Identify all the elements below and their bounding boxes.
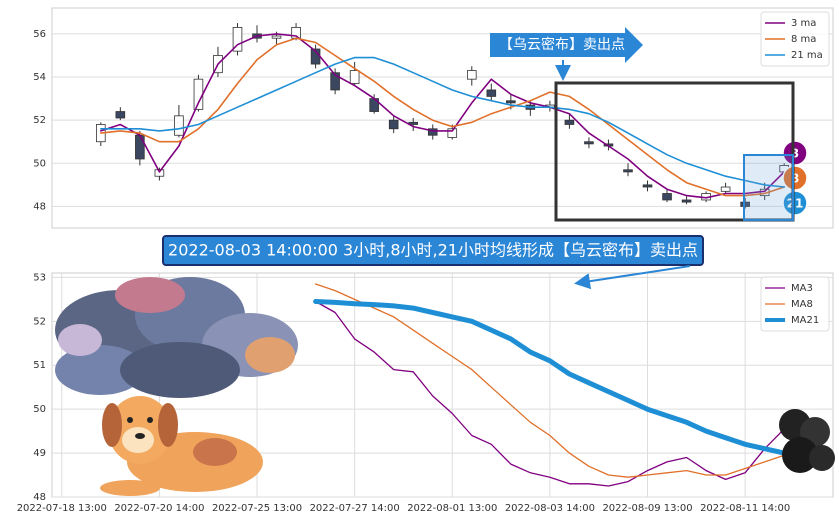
x-tick-label: 2022-08-09 13:00 xyxy=(602,503,692,514)
y-tick-label: 51 xyxy=(33,360,46,371)
ma-line xyxy=(100,37,785,197)
x-tick-label: 2022-08-03 14:00 xyxy=(505,503,595,514)
x-tick-label: 2022-07-27 14:00 xyxy=(310,503,400,514)
legend-label: MA8 xyxy=(791,299,813,310)
cloud-illustration xyxy=(55,277,298,398)
candle-body xyxy=(232,27,243,52)
x-tick-label: 2022-08-01 13:00 xyxy=(407,503,497,514)
ma-marker-label: 3 xyxy=(791,147,799,161)
x-tick-label: 2022-08-11 14:00 xyxy=(700,503,790,514)
y-tick-label: 56 xyxy=(33,29,46,40)
candle-body xyxy=(740,201,750,207)
y-tick-label: 50 xyxy=(33,158,46,169)
candle-body xyxy=(330,72,340,91)
y-tick-label: 53 xyxy=(33,272,46,283)
ma-line xyxy=(314,300,785,487)
legend-label: MA3 xyxy=(791,283,813,294)
candle-body xyxy=(115,111,126,119)
candle-body xyxy=(349,70,360,84)
y-tick-label: 50 xyxy=(33,404,46,415)
legend-box xyxy=(760,276,830,332)
ma-line xyxy=(313,299,787,456)
candle-body xyxy=(174,115,184,136)
dog-illustration xyxy=(100,396,263,496)
y-tick-label: 48 xyxy=(33,201,46,212)
candle-body xyxy=(271,35,282,39)
black-cloud xyxy=(779,409,835,473)
candle-body xyxy=(623,169,633,173)
callout xyxy=(490,27,643,63)
ma-marker-label: 8 xyxy=(791,172,799,186)
highlight-box xyxy=(743,154,794,221)
candle-body xyxy=(135,134,145,160)
banner-text: 2022-08-03 14:00:00 3小时,8小时,21小时均线形成【乌云密… xyxy=(168,241,698,260)
x-tick-label: 2022-07-25 13:00 xyxy=(212,503,302,514)
candle-body xyxy=(486,89,497,97)
candle-body xyxy=(720,186,731,192)
candle-body xyxy=(154,169,165,177)
candle-body xyxy=(662,193,672,201)
ma-line xyxy=(314,283,785,478)
candle-body xyxy=(584,141,594,145)
ma-line xyxy=(100,33,785,199)
x-tick-label: 2022-07-18 13:00 xyxy=(17,503,107,514)
banner xyxy=(162,235,704,266)
candle-body xyxy=(427,128,438,136)
y-tick-label: 49 xyxy=(33,448,46,459)
candle-body xyxy=(466,70,477,80)
ma-marker xyxy=(782,190,808,216)
y-tick-label: 52 xyxy=(33,316,46,327)
callout-text: 【乌云密布】卖出点 xyxy=(499,36,625,53)
ma-line xyxy=(100,56,785,188)
ma-marker xyxy=(782,165,808,191)
legend-label: MA21 xyxy=(791,315,819,326)
y-tick-label: 52 xyxy=(33,115,46,126)
legend-box xyxy=(760,11,830,67)
candle-body xyxy=(388,119,399,130)
legend-label: 8 ma xyxy=(791,34,816,45)
overlay: 【乌云密布】卖出点 2022-08-03 14:00:00 3小时,8小时,21… xyxy=(55,27,835,496)
legend-label: 3 ma xyxy=(791,18,816,29)
ma-marker-label: 21 xyxy=(787,197,804,211)
candle-body xyxy=(506,100,516,104)
arrow xyxy=(574,265,691,290)
candle-body xyxy=(193,78,204,110)
highlight-box xyxy=(554,81,795,222)
legend-label: 21 ma xyxy=(791,50,823,61)
candle-body xyxy=(564,119,575,125)
x-tick-label: 2022-07-20 14:00 xyxy=(114,503,204,514)
y-tick-label: 54 xyxy=(33,72,46,83)
candle-body xyxy=(642,184,653,188)
ma-marker xyxy=(782,140,808,166)
candle-body xyxy=(447,128,458,138)
candle-body xyxy=(681,199,692,203)
y-tick-label: 48 xyxy=(33,492,46,503)
